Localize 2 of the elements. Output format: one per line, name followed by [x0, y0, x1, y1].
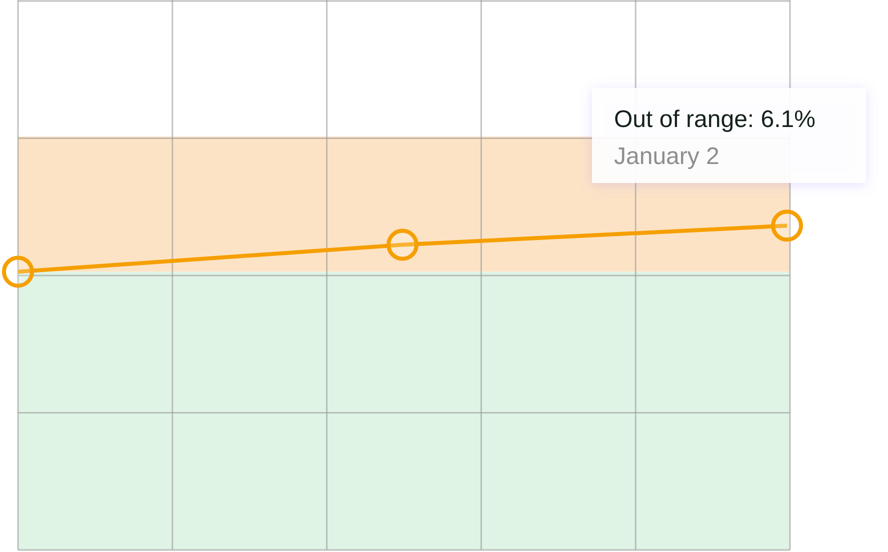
text: Out of range: 6.1%: [614, 106, 816, 133]
text: January 2: [614, 143, 720, 170]
